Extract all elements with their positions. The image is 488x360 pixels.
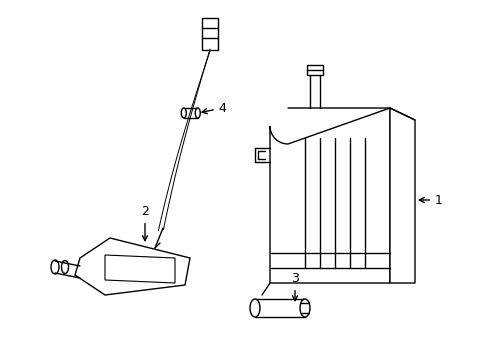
Ellipse shape: [61, 261, 68, 274]
Polygon shape: [287, 107, 414, 120]
Ellipse shape: [181, 108, 186, 118]
Text: 3: 3: [290, 272, 298, 301]
Ellipse shape: [299, 299, 309, 317]
Bar: [183, 108, 197, 118]
Ellipse shape: [51, 260, 59, 274]
Bar: [202, 18, 218, 50]
Bar: [254, 299, 305, 317]
Polygon shape: [105, 255, 175, 283]
Polygon shape: [269, 108, 389, 283]
Polygon shape: [389, 108, 414, 283]
Ellipse shape: [195, 108, 200, 118]
Text: 4: 4: [202, 102, 226, 114]
Text: 1: 1: [419, 194, 442, 207]
Polygon shape: [75, 238, 190, 295]
Bar: [306, 65, 323, 75]
Text: 2: 2: [141, 205, 149, 241]
Ellipse shape: [249, 299, 260, 317]
